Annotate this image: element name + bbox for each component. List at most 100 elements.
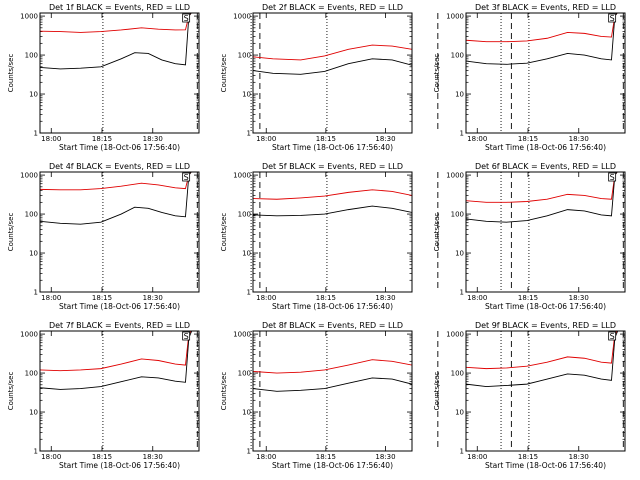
y-tick-label: 1000 xyxy=(446,13,464,21)
y-tick-label: 100 xyxy=(451,211,464,219)
x-tick-label: 18:15 xyxy=(518,453,538,461)
x-tick-label: 18:30 xyxy=(143,294,163,302)
panel-7: Det 7f BLACK = Events, RED = LLD Start Ti… xyxy=(7,321,261,470)
lld-series-line xyxy=(466,13,618,43)
panel-title: Det 4f BLACK = Events, RED = LLD xyxy=(49,162,190,171)
y-tick-label: 100 xyxy=(25,211,38,219)
x-tick-label: 18:15 xyxy=(518,294,538,302)
y-tick-label: 1000 xyxy=(233,13,251,21)
y-tick-label: 1 xyxy=(460,448,464,456)
y-tick-label: 10 xyxy=(455,91,464,99)
y-axis-label: Counts/sec xyxy=(433,372,441,411)
x-tick-label: 18:15 xyxy=(518,135,538,143)
x-tick-label: 18:00 xyxy=(467,294,487,302)
y-axis-label: Counts/sec xyxy=(220,54,228,93)
y-tick-label: 10 xyxy=(455,250,464,258)
y-tick-label: 100 xyxy=(238,370,251,378)
y-tick-label: 10 xyxy=(455,409,464,417)
y-axis-label: Counts/sec xyxy=(7,54,15,93)
lld-series-line xyxy=(40,331,192,372)
x-tick-label: 18:30 xyxy=(569,453,589,461)
x-tick-label: 18:00 xyxy=(41,453,61,461)
marker-box xyxy=(182,172,191,182)
y-tick-label: 100 xyxy=(451,370,464,378)
panel-4: Det 4f BLACK = Events, RED = LLD Start Ti… xyxy=(7,162,261,311)
panel-5: Det 5f BLACK = Events, RED = LLD Start Ti… xyxy=(220,162,512,311)
panel-title: Det 7f BLACK = Events, RED = LLD xyxy=(49,321,190,330)
y-tick-label: 100 xyxy=(238,52,251,60)
x-tick-label: 18:15 xyxy=(92,294,112,302)
y-tick-label: 1 xyxy=(460,289,464,297)
y-tick-label: 1 xyxy=(247,289,251,297)
lld-series-line xyxy=(253,44,412,61)
marker-box xyxy=(608,331,617,341)
axes-frame xyxy=(39,330,200,452)
y-tick-label: 1 xyxy=(34,289,38,297)
events-series-line xyxy=(466,172,618,223)
x-tick-label: 18:00 xyxy=(256,453,276,461)
panel-title: Det 5f BLACK = Events, RED = LLD xyxy=(262,162,403,171)
panel-title: Det 6f BLACK = Events, RED = LLD xyxy=(475,162,616,171)
y-tick-label: 1 xyxy=(247,130,251,138)
marker-label: S xyxy=(184,14,189,23)
y-tick-label: 1 xyxy=(247,448,251,456)
y-tick-label: 1000 xyxy=(20,13,38,21)
x-tick-label: 18:00 xyxy=(41,135,61,143)
axes-frame xyxy=(252,330,413,452)
marker-box xyxy=(608,172,617,182)
axes-frame xyxy=(465,171,626,293)
panel-9: Det 9f BLACK = Events, RED = LLD Start Ti… xyxy=(433,321,626,470)
panel-title: Det 8f BLACK = Events, RED = LLD xyxy=(262,321,403,330)
x-axis-label: Start Time (18-Oct-06 17:56:40) xyxy=(59,461,180,470)
y-tick-label: 1000 xyxy=(20,331,38,339)
panel-title: Det 9f BLACK = Events, RED = LLD xyxy=(475,321,616,330)
lld-series-line xyxy=(40,13,192,33)
x-tick-label: 18:00 xyxy=(467,135,487,143)
y-tick-label: 1 xyxy=(460,130,464,138)
marker-box xyxy=(182,331,191,341)
y-tick-label: 10 xyxy=(29,91,38,99)
y-tick-label: 1000 xyxy=(446,172,464,180)
x-axis-label: Start Time (18-Oct-06 17:56:40) xyxy=(272,143,393,152)
x-tick-label: 18:30 xyxy=(375,135,395,143)
y-tick-label: 100 xyxy=(25,52,38,60)
x-axis-label: Start Time (18-Oct-06 17:56:40) xyxy=(272,461,393,470)
y-tick-label: 1000 xyxy=(233,172,251,180)
lld-series-line xyxy=(466,172,618,203)
y-axis-label: Counts/sec xyxy=(433,213,441,252)
panel-3: Det 3f BLACK = Events, RED = LLD Start Ti… xyxy=(433,3,626,152)
lld-series-line xyxy=(40,172,192,191)
panel-6: Det 6f BLACK = Events, RED = LLD Start Ti… xyxy=(433,162,626,311)
y-axis-label: Counts/sec xyxy=(7,372,15,411)
x-axis-label: Start Time (18-Oct-06 17:56:40) xyxy=(485,461,606,470)
y-tick-label: 10 xyxy=(29,409,38,417)
y-tick-label: 10 xyxy=(242,409,251,417)
panel-title: Det 2f BLACK = Events, RED = LLD xyxy=(262,3,403,12)
axes-frame xyxy=(465,330,626,452)
y-tick-label: 10 xyxy=(242,250,251,258)
panel-title: Det 3f BLACK = Events, RED = LLD xyxy=(475,3,616,12)
y-axis-label: Counts/sec xyxy=(220,213,228,252)
axes-frame xyxy=(465,12,626,134)
x-tick-label: 18:30 xyxy=(143,453,163,461)
marker-label: S xyxy=(184,173,189,182)
lld-series-line xyxy=(466,331,618,370)
events-series-line xyxy=(40,331,193,390)
y-tick-label: 1 xyxy=(34,130,38,138)
panel-8: Det 8f BLACK = Events, RED = LLD Start Ti… xyxy=(220,321,512,470)
events-series-line xyxy=(253,205,412,217)
x-tick-label: 18:30 xyxy=(143,135,163,143)
lld-series-line xyxy=(253,189,412,200)
y-tick-label: 1 xyxy=(34,448,38,456)
y-axis-label: Counts/sec xyxy=(7,213,15,252)
x-tick-label: 18:30 xyxy=(569,294,589,302)
events-series-line xyxy=(40,13,192,70)
x-tick-label: 18:15 xyxy=(316,294,336,302)
x-axis-label: Start Time (18-Oct-06 17:56:40) xyxy=(59,143,180,152)
events-series-line xyxy=(253,377,412,392)
x-tick-label: 18:30 xyxy=(375,294,395,302)
y-tick-label: 1000 xyxy=(446,331,464,339)
marker-label: S xyxy=(610,173,615,182)
y-tick-label: 100 xyxy=(451,52,464,60)
